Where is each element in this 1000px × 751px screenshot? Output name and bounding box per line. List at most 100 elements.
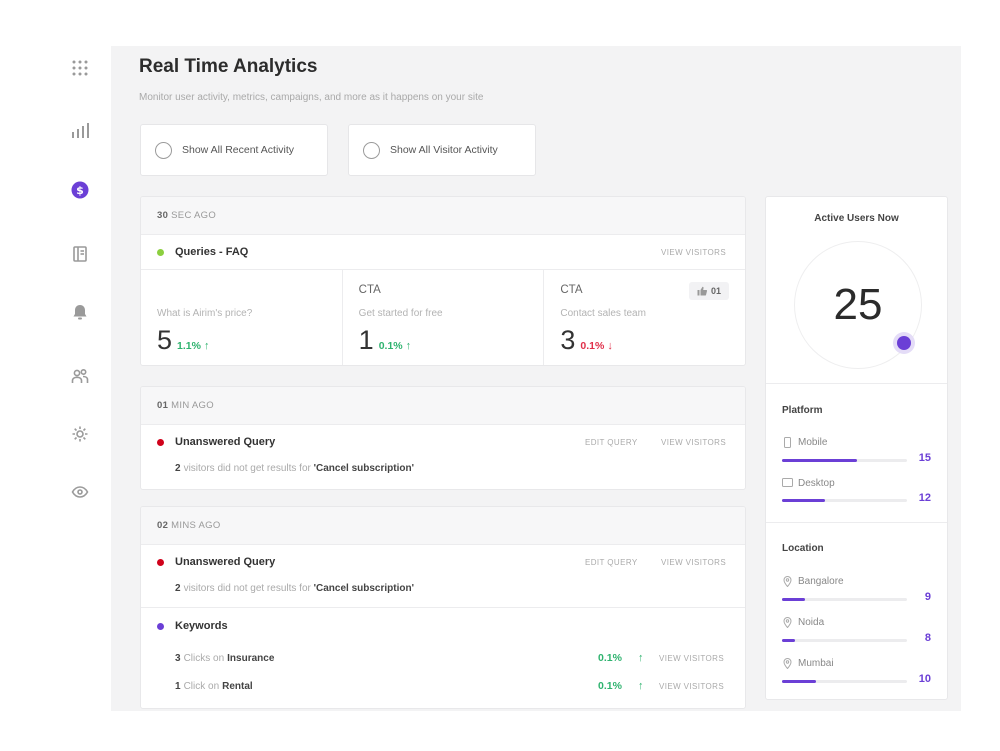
edit-query-link[interactable]: EDIT QUERY [585, 557, 638, 567]
location-value: 9 [924, 591, 931, 603]
radio-circle-icon[interactable] [155, 141, 172, 159]
arrow-up-icon: ↑ [638, 680, 644, 692]
progress-bar [782, 459, 907, 462]
status-dot [157, 558, 164, 566]
like-badge[interactable]: 01 [689, 282, 730, 300]
location-pin-icon [783, 617, 792, 628]
progress-fill [782, 639, 795, 642]
activity-title: Unanswered Query [175, 556, 276, 568]
progress-bar [782, 639, 907, 642]
progress-fill [782, 680, 816, 683]
card-timestamp: 01 MIN AGO [141, 387, 745, 425]
stat-value: 3 [560, 325, 576, 355]
show-all-recent-activity-toggle[interactable]: Show All Recent Activity [140, 124, 328, 176]
activity-row: Queries - FAQ VIEW VISITORS [141, 235, 745, 269]
view-visitors-link[interactable]: VIEW VISITORS [659, 653, 725, 663]
card-timestamp: 02 MINS AGO [141, 507, 745, 545]
view-visitors-link[interactable]: VIEW VISITORS [659, 681, 725, 691]
thumbs-up-icon [697, 286, 707, 296]
arrow-down-icon: ↓ [607, 340, 613, 352]
location-item-bangalore: Bangalore [782, 576, 844, 587]
active-users-title: Active Users Now [814, 213, 899, 224]
progress-bar [782, 499, 907, 502]
card-timestamp: 30 SEC AGO [141, 197, 745, 235]
activity-card-unanswered-query: 01 MIN AGO Unanswered Query EDIT QUERY VI… [140, 386, 746, 490]
activity-card-faq: 30 SEC AGO Queries - FAQ VIEW VISITORS Wh… [140, 196, 746, 366]
stat-cell: What is Airim's price? 5 1.1% ↑ [141, 270, 343, 365]
stat-value: 5 [157, 325, 173, 355]
stat-cell: CTA 01 Contact sales team 3 0.1% ↓ [544, 270, 745, 365]
eye-icon[interactable] [68, 480, 92, 504]
radio-circle-icon[interactable] [363, 141, 380, 159]
location-item-mumbai: Mumbai [782, 658, 834, 669]
query-detail: 2 visitors did not get results for 'Canc… [175, 462, 414, 474]
stat-question: What is Airim's price? [157, 308, 253, 319]
stat-label [157, 284, 326, 300]
platform-title: Platform [782, 405, 823, 416]
location-pin-icon [783, 658, 792, 669]
toggle-label: Show All Recent Activity [182, 144, 295, 156]
bar-chart-icon[interactable] [68, 118, 92, 142]
page-subtitle: Monitor user activity, metrics, campaign… [139, 92, 484, 103]
bell-icon[interactable] [68, 300, 92, 324]
stat-value: 1 [358, 325, 374, 355]
svg-text:$: $ [76, 184, 84, 197]
gear-icon[interactable] [68, 422, 92, 446]
divider [766, 522, 947, 523]
status-dot [157, 622, 164, 630]
location-value: 10 [918, 673, 931, 685]
keyword-item: 3 Clicks on Insurance 0.1% ↑ VIEW VISITO… [175, 652, 725, 664]
activity-title: Queries - FAQ [175, 246, 249, 258]
active-users-panel: Active Users Now 25 Platform Mobile 15 D… [765, 196, 948, 700]
progress-fill [782, 499, 825, 502]
divider [766, 383, 947, 384]
page-title: Real Time Analytics [139, 56, 318, 77]
platform-value: 15 [918, 452, 931, 464]
keywords-section: Keywords 3 Clicks on Insurance 0.1% ↑ VI… [141, 607, 745, 700]
keyword-item: 1 Click on Rental 0.1% ↑ VIEW VISITORS [175, 680, 725, 692]
show-all-visitor-activity-toggle[interactable]: Show All Visitor Activity [348, 124, 536, 176]
dollar-icon[interactable]: $ [68, 178, 92, 202]
keyword-percent: 0.1% [598, 680, 622, 692]
query-detail: 2 visitors did not get results for 'Canc… [175, 582, 414, 594]
location-item-noida: Noida [782, 617, 824, 628]
apps-grid-icon[interactable] [68, 56, 92, 80]
arrow-up-icon: ↑ [405, 340, 412, 352]
edit-query-link[interactable]: EDIT QUERY [585, 437, 638, 447]
activity-row: Unanswered Query EDIT QUERY VIEW VISITOR… [141, 545, 745, 579]
users-icon[interactable] [68, 364, 92, 388]
book-icon[interactable] [68, 242, 92, 266]
location-title: Location [782, 543, 824, 554]
status-dot [157, 438, 164, 446]
active-users-gauge: 25 [794, 241, 922, 369]
activity-card-keywords: 02 MINS AGO Unanswered Query EDIT QUERY V… [140, 506, 746, 709]
stat-percent: 1.1% [177, 340, 201, 352]
activity-title: Unanswered Query [175, 436, 276, 448]
stat-question: Contact sales team [560, 308, 646, 319]
platform-item-mobile: Mobile [782, 437, 827, 448]
mobile-icon [784, 437, 791, 448]
keywords-row: Keywords [141, 608, 745, 644]
progress-bar [782, 680, 907, 683]
stat-question: Get started for free [358, 308, 443, 319]
stat-cell: CTA Get started for free 1 0.1% ↑ [343, 270, 545, 365]
progress-fill [782, 459, 857, 462]
view-visitors-link[interactable]: VIEW VISITORS [661, 247, 727, 257]
stat-percent: 0.1% [378, 340, 403, 352]
stat-label: CTA [358, 284, 381, 296]
location-pin-icon [783, 576, 792, 587]
progress-fill [782, 598, 805, 601]
stats-row: What is Airim's price? 5 1.1% ↑ CTA Get … [141, 269, 745, 365]
like-count: 01 [711, 286, 722, 296]
sidebar: $ [50, 46, 110, 711]
stat-label: CTA [560, 284, 583, 296]
keyword-percent: 0.1% [598, 652, 622, 664]
view-visitors-link[interactable]: VIEW VISITORS [661, 557, 727, 567]
arrow-up-icon: ↑ [203, 340, 210, 352]
main-content: Real Time Analytics Monitor user activit… [111, 46, 961, 711]
status-dot [157, 248, 164, 256]
progress-bar [782, 598, 907, 601]
view-visitors-link[interactable]: VIEW VISITORS [661, 437, 727, 447]
platform-value: 12 [918, 492, 931, 504]
live-indicator-dot [897, 336, 911, 350]
